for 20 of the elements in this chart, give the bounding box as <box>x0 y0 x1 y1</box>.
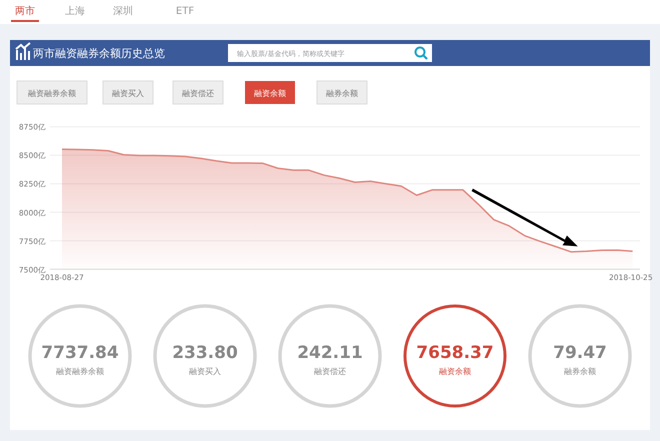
category-label: 融券余额 <box>564 367 596 376</box>
text: 233.80 <box>172 343 238 363</box>
text: 融券余额 <box>326 89 358 98</box>
text: 79.47 <box>553 343 607 363</box>
category-label: 融资偿还 <box>314 367 346 376</box>
text: 深圳 <box>113 5 133 17</box>
text: 7737.84 <box>41 343 119 363</box>
text: 融资买入 <box>112 89 144 98</box>
category-label: 融资余额 <box>439 367 471 376</box>
text: 两市 <box>15 5 35 17</box>
text: ETF <box>176 6 194 17</box>
chart-title: 两市融资融券余额历史总览 <box>33 47 165 60</box>
category-label: 融资买入 <box>189 367 221 376</box>
text: 上海 <box>65 5 85 17</box>
category-label: 融资融券余额 <box>56 367 104 376</box>
text: 7658.37 <box>416 343 494 363</box>
text: 融资余额 <box>254 89 286 98</box>
text: 242.11 <box>297 343 363 363</box>
text: 融资融券余额 <box>28 89 76 98</box>
text: 融资偿还 <box>182 89 214 98</box>
